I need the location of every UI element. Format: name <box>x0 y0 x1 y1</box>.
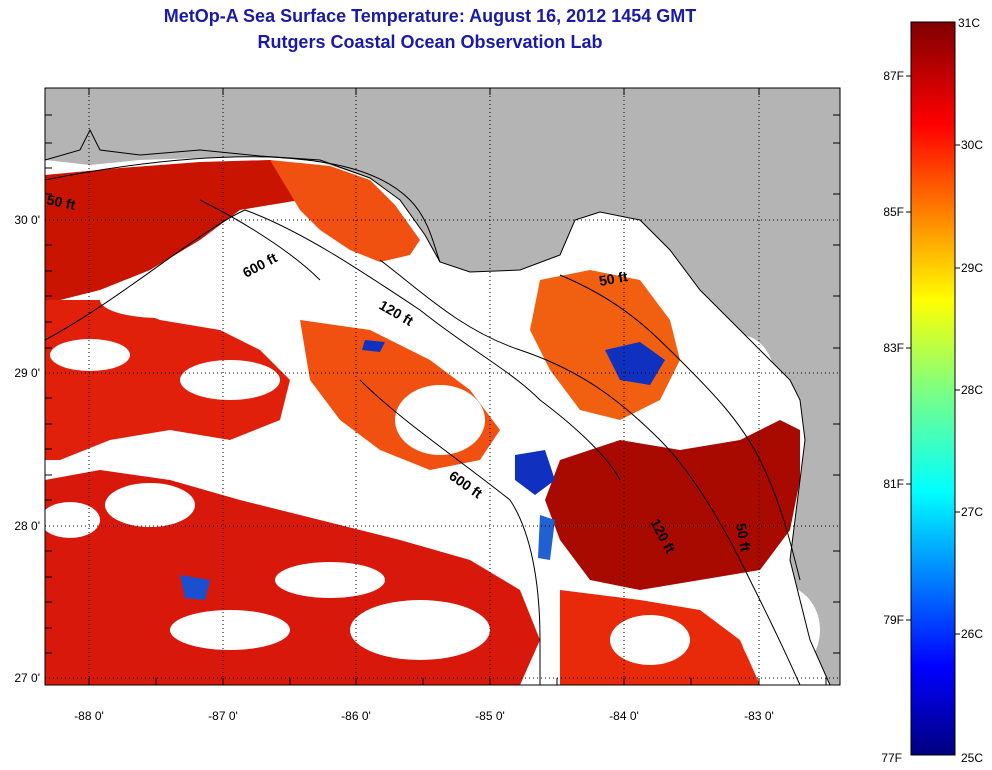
colorbar-c-26: 26C <box>961 627 983 641</box>
colorbar-c-25: 25C <box>961 751 983 765</box>
lon-label-87: -87 0' <box>208 709 238 723</box>
colorbar-ticks <box>906 75 960 635</box>
coastline <box>45 128 831 685</box>
contour-label-50ft-bigbend: 50 ft <box>598 268 629 289</box>
sst-cool-patch-5 <box>362 340 385 352</box>
sst-warm-patch-north <box>270 160 420 262</box>
sst-cool-patch-1 <box>605 342 665 385</box>
lon-label-83: -83 0' <box>744 709 774 723</box>
colorbar-f-81: 81F <box>883 477 904 491</box>
colorbar-f-87: 87F <box>883 69 904 83</box>
map-subtitle: Rutgers Coastal Ocean Observation Lab <box>257 32 603 52</box>
contour-label-50ft-west: 50 ft <box>45 191 77 213</box>
colorbar-f-83: 83F <box>883 341 904 355</box>
colorbar <box>910 21 956 756</box>
colorbar-c-31: 31C <box>958 16 980 30</box>
sst-cool-patch-4 <box>538 515 555 560</box>
map-title: MetOp-A Sea Surface Temperature: August … <box>163 6 697 26</box>
cloud-mask <box>45 248 820 675</box>
colorbar-c-29: 29C <box>961 261 983 275</box>
colorbar-c-30: 30C <box>961 138 983 152</box>
lon-label-84: -84 0' <box>609 709 639 723</box>
axis-ticks <box>45 88 840 685</box>
lat-lon-grid <box>45 88 840 685</box>
colorbar-f-77: 77F <box>881 751 902 765</box>
lat-label-30: 30 0' <box>14 213 40 227</box>
sst-cool-patch-3 <box>180 575 210 600</box>
colorbar-c-28: 28C <box>961 383 983 397</box>
plot-frame <box>44 87 841 686</box>
lat-label-29: 29 0' <box>14 366 40 380</box>
colorbar-f-85: 85F <box>883 205 904 219</box>
lon-label-88: -88 0' <box>74 709 104 723</box>
sst-warm-patch-west-mid <box>45 300 290 460</box>
sst-hot-patch-west <box>45 160 320 300</box>
contour-label-50ft-south: 50 ft <box>733 522 754 553</box>
depth-contours <box>45 156 801 685</box>
lat-label-27: 27 0' <box>14 671 40 685</box>
lat-label-28: 28 0' <box>14 519 40 533</box>
sst-cool-patch-2 <box>515 450 555 495</box>
colorbar-f-79: 79F <box>883 613 904 627</box>
lon-label-85: -85 0' <box>475 709 505 723</box>
lon-label-86: -86 0' <box>341 709 371 723</box>
colorbar-c-27: 27C <box>961 505 983 519</box>
